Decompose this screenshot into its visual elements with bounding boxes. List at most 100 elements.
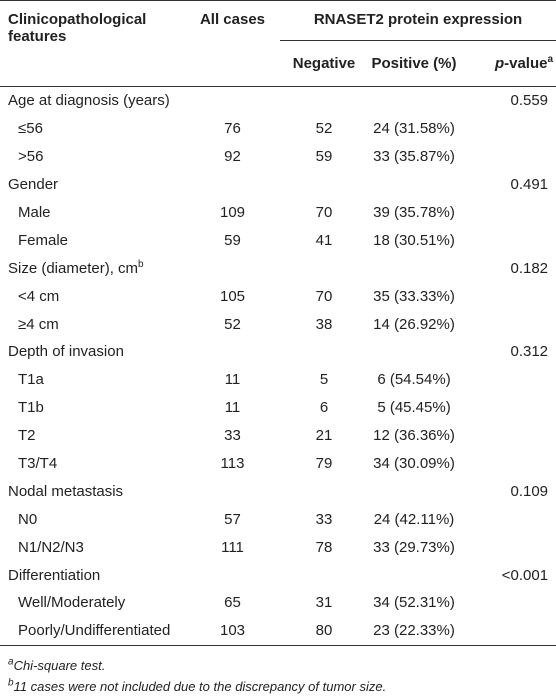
p-value: 0.491	[510, 176, 549, 194]
group-label: Size (diameter), cmb	[0, 254, 185, 282]
cell: 70	[315, 287, 333, 305]
header-cell: Positive (%)	[368, 40, 460, 87]
group-row: Nodal metastasis 0.109	[0, 477, 556, 505]
cell: 33 (35.87%)	[373, 148, 455, 166]
header-cell: All cases	[185, 0, 280, 87]
data-row: N0 57 33 24 (42.11%)	[0, 505, 556, 533]
cell: 11	[224, 399, 241, 417]
cell: 24 (31.58%)	[373, 120, 455, 138]
header-text: -value	[504, 55, 548, 72]
cell	[185, 171, 280, 199]
cell: 31	[315, 594, 333, 612]
data-row: >56 92 59 33 (35.87%)	[0, 143, 556, 171]
cell	[460, 533, 556, 561]
table-header: Clinicopathological features All cases R…	[0, 0, 556, 87]
data-row: Female 59 41 18 (30.51%)	[0, 226, 556, 254]
cell	[460, 310, 556, 338]
group-row: Differentiation <0.001	[0, 561, 556, 589]
footnote-text: Chi-square test.	[13, 657, 106, 673]
cell	[185, 477, 280, 505]
footnote-mark: b	[138, 258, 144, 270]
p-value: 0.312	[510, 343, 549, 361]
header-cell: Negative	[280, 40, 368, 87]
cell: 18 (30.51%)	[373, 231, 455, 249]
cell: 111	[221, 538, 244, 556]
cell: 76	[224, 120, 241, 138]
cell: 23 (22.33%)	[368, 616, 460, 646]
p-value: 0.182	[510, 259, 549, 277]
row-label: ≥4 cm	[18, 315, 59, 333]
cell	[460, 394, 556, 422]
header-text: p	[494, 55, 505, 72]
data-row: T1b 11 6 5 (45.45%)	[0, 394, 556, 422]
cell	[280, 171, 368, 199]
cell: 24 (42.11%)	[373, 510, 455, 528]
group-row: Age at diagnosis (years) 0.559	[0, 87, 556, 115]
cell	[460, 589, 556, 617]
cell	[368, 338, 460, 366]
cell: 57	[224, 510, 241, 528]
p-value: 0.109	[510, 482, 549, 500]
cell	[460, 199, 556, 227]
footnote: b11 cases were not included due to the d…	[0, 676, 556, 697]
data-row: ≤56 76 52 24 (31.58%)	[0, 115, 556, 143]
data-row: T1a 11 5 6 (54.54%)	[0, 366, 556, 394]
cell: 38	[315, 315, 333, 333]
cell-text: Size (diameter), cm	[8, 259, 139, 277]
row-label: N1/N2/N3	[18, 538, 84, 556]
header-cell: RNASET2 protein expression	[280, 0, 556, 41]
row-label: Male	[18, 204, 51, 221]
cell	[460, 616, 556, 646]
cell	[368, 477, 460, 505]
cell	[280, 254, 368, 282]
footnotes: aChi-square test. b11 cases were not incl…	[0, 655, 556, 697]
row-label: T2	[18, 427, 36, 445]
cell	[280, 477, 368, 505]
cell	[460, 422, 556, 450]
row-label: Well/Moderately	[18, 594, 126, 612]
cell: 34 (30.09%)	[373, 455, 455, 473]
data-row: Well/Moderately 65 31 34 (52.31%)	[0, 589, 556, 617]
cell: 109	[219, 204, 246, 221]
cell	[460, 226, 556, 254]
row-label: T3/T4	[18, 455, 58, 473]
cell: 80	[280, 616, 368, 646]
cell	[460, 505, 556, 533]
cell: 33	[224, 427, 241, 445]
cell	[185, 254, 280, 282]
cell	[368, 87, 460, 115]
data-row: <4 cm 105 70 35 (33.33%)	[0, 282, 556, 310]
cell: 92	[224, 148, 241, 166]
cell-text: Age at diagnosis (years)	[8, 92, 170, 110]
table-body: Age at diagnosis (years) 0.559 ≤56 76 52 24 (…	[0, 87, 556, 646]
cell: 59	[224, 231, 241, 249]
group-label: Nodal metastasis	[0, 477, 185, 505]
data-row: T3/T4 113 79 34 (30.09%)	[0, 450, 556, 478]
cell-text: Nodal metastasis	[8, 482, 124, 500]
footnote-mark: a	[547, 54, 554, 65]
group-row: Size (diameter), cmb 0.182	[0, 254, 556, 282]
cell: 12 (36.36%)	[373, 427, 455, 445]
header-cell: p-valuea	[460, 40, 556, 87]
cell-text: Differentiation	[8, 566, 101, 584]
cell: 65	[224, 594, 241, 612]
cell: 6 (54.54%)	[377, 371, 451, 389]
cell	[368, 171, 460, 199]
cell: 59	[315, 148, 333, 166]
cell	[460, 143, 556, 171]
cell: 6	[319, 399, 329, 417]
data-row: Poorly/Undifferentiated 103 80 23 (22.33%)	[0, 616, 556, 646]
cell	[460, 282, 556, 310]
row-label: T1b	[18, 399, 44, 417]
cell-text: Gender	[8, 176, 59, 194]
cell: 78	[315, 538, 333, 556]
group-label: Age at diagnosis (years)	[0, 87, 185, 115]
cell	[185, 561, 280, 589]
cell: 70	[315, 204, 333, 221]
cell: 105	[219, 287, 246, 305]
cell: 113	[220, 455, 245, 473]
row-label: N0	[18, 510, 38, 528]
footnote-mark: a	[8, 656, 14, 668]
cell: 5	[319, 371, 329, 389]
